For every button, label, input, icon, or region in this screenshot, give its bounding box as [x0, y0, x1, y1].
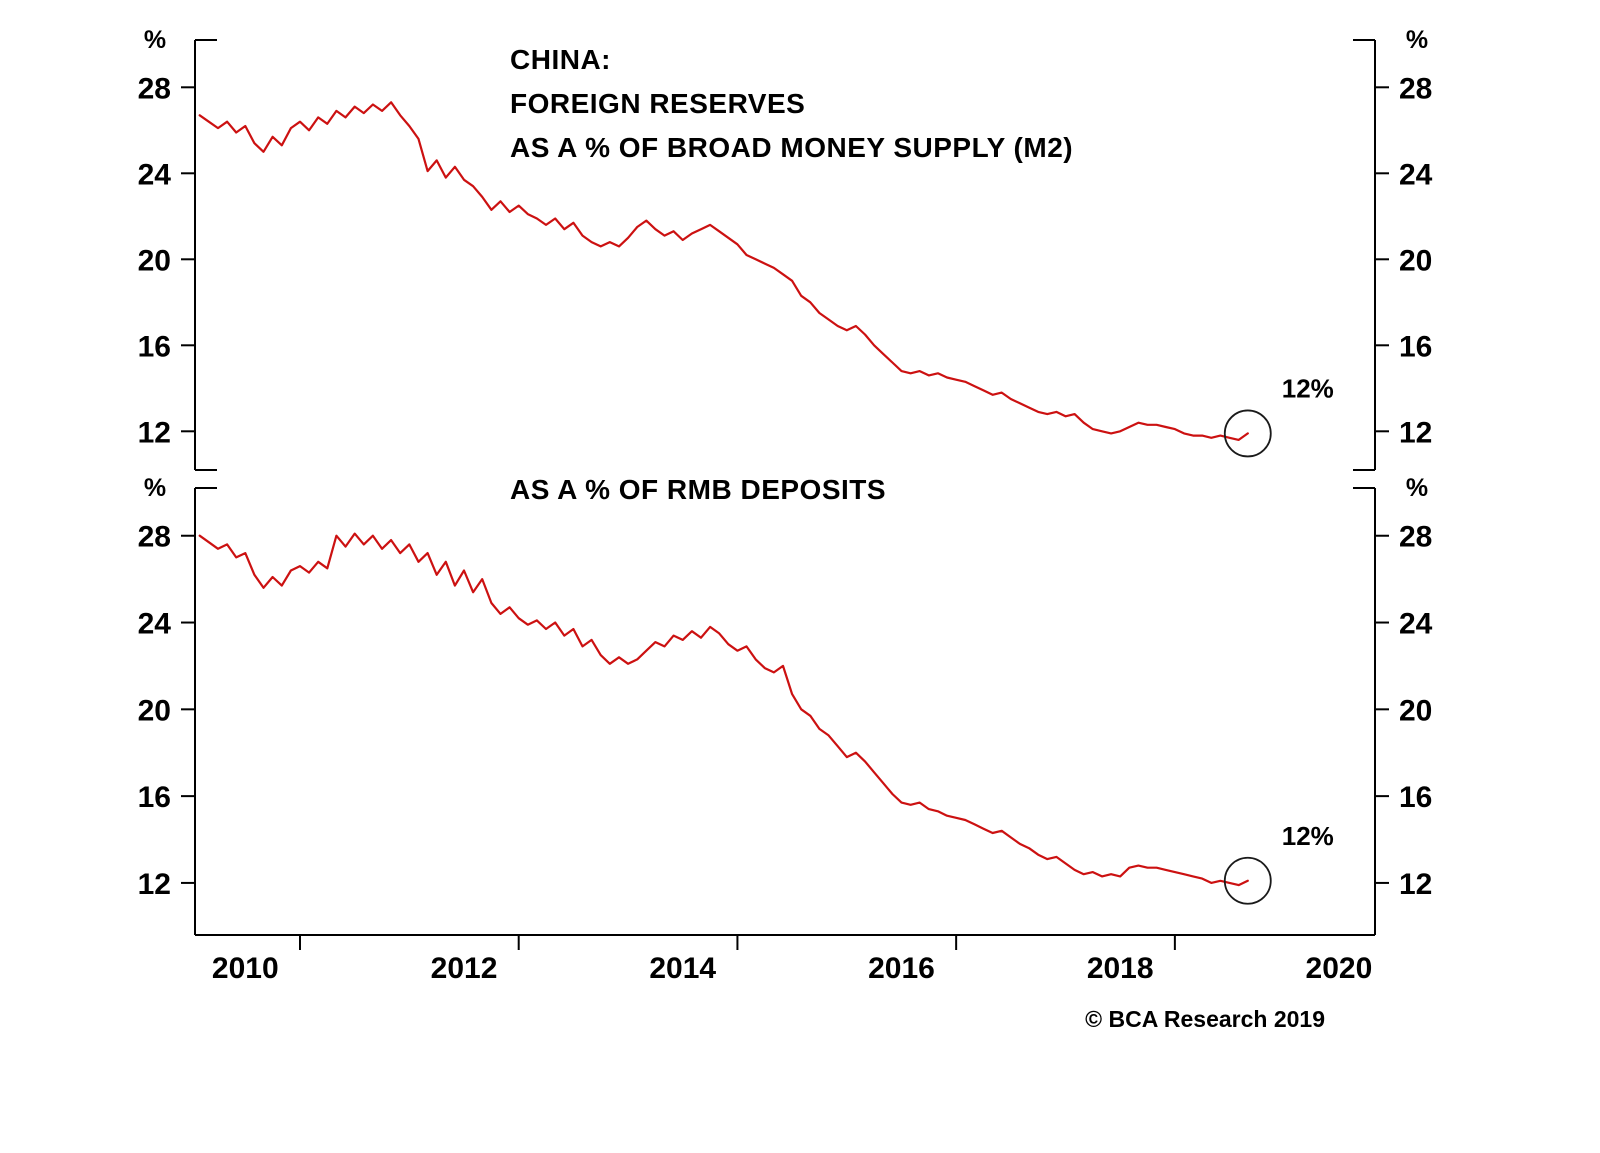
- percent-label-right-m2: %: [1406, 26, 1428, 54]
- y-tick-label-left-rmb: 16: [138, 781, 171, 814]
- percent-label-right-rmb: %: [1406, 474, 1428, 502]
- series-line-m2: [198, 101, 1249, 441]
- percent-label-left-m2: %: [144, 26, 166, 54]
- percent-label-left-rmb: %: [144, 474, 166, 502]
- y-tick-label-right-rmb: 12: [1399, 868, 1432, 901]
- annotation-layer: 12% 12%: [1223, 373, 1334, 905]
- x-tick-label: 2012: [431, 952, 498, 985]
- top-chart-title: CHINA: FOREIGN RESERVES AS A % OF BROAD …: [510, 38, 1073, 170]
- endpoint-circle-m2: [1223, 409, 1272, 458]
- y-tick-label-right-m2: 20: [1399, 244, 1432, 277]
- y-tick-label-right-m2: 12: [1399, 416, 1432, 449]
- y-tick-label-right-rmb: 28: [1399, 521, 1432, 554]
- x-tick-label: 2020: [1306, 952, 1373, 985]
- y-tick-label-left-rmb: 12: [138, 868, 171, 901]
- series-line-rmb: [198, 532, 1249, 887]
- y-tick-label-left-rmb: 20: [138, 694, 171, 727]
- y-tick-label-left-rmb: 24: [138, 608, 172, 641]
- y-tick-label-right-m2: 16: [1399, 330, 1432, 363]
- x-tick-label: 2010: [212, 952, 279, 985]
- y-tick-label-right-rmb: 16: [1399, 781, 1432, 814]
- series-layer: [198, 101, 1249, 887]
- endpoint-value-label-m2: 12%: [1282, 373, 1334, 403]
- y-tick-label-left-m2: 28: [138, 72, 171, 105]
- y-tick-label-right-m2: 28: [1399, 72, 1432, 105]
- title-line-2: FOREIGN RESERVES: [510, 88, 806, 119]
- y-tick-label-right-rmb: 24: [1399, 608, 1433, 641]
- y-tick-label-left-rmb: 28: [138, 521, 171, 554]
- x-tick-label: 2014: [649, 952, 716, 985]
- x-tick-label: 2016: [868, 952, 935, 985]
- title-line-3: AS A % OF BROAD MONEY SUPPLY (M2): [510, 132, 1074, 163]
- y-tick-label-left-m2: 16: [138, 330, 171, 363]
- endpoint-circle-rmb: [1223, 856, 1272, 905]
- x-tick-label: 2018: [1087, 952, 1154, 985]
- bottom-chart-title: AS A % OF RMB DEPOSITS: [510, 468, 886, 512]
- y-tick-label-left-m2: 12: [138, 416, 171, 449]
- endpoint-value-label-rmb: 12%: [1282, 821, 1334, 851]
- y-tick-label-left-m2: 20: [138, 244, 171, 277]
- copyright-note: © BCA Research 2019: [1085, 1006, 1325, 1032]
- y-tick-label-right-rmb: 20: [1399, 694, 1432, 727]
- y-tick-label-left-m2: 24: [138, 158, 172, 191]
- y-tick-label-right-m2: 24: [1399, 158, 1433, 191]
- title-line-1: CHINA:: [510, 44, 611, 75]
- title-line-1: AS A % OF RMB DEPOSITS: [510, 474, 887, 505]
